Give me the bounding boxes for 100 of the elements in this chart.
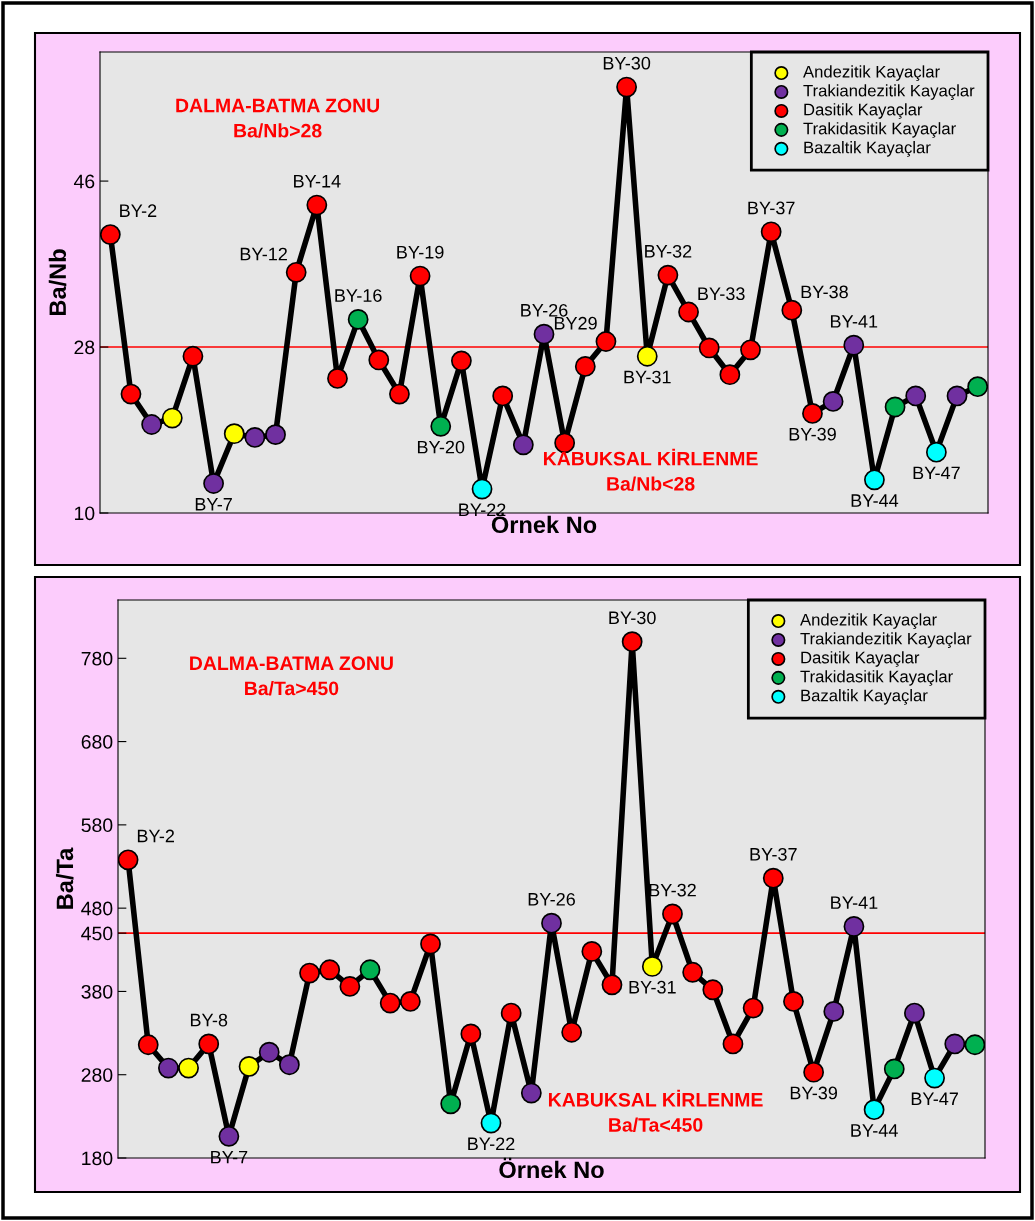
point [492,385,514,407]
point [440,1093,462,1115]
point [100,224,121,245]
point [409,265,431,287]
y-tick-label: 450 [81,926,113,941]
point [702,979,724,1001]
point [258,1041,280,1063]
point [265,424,286,446]
point [368,349,390,371]
point [299,962,320,984]
data-label: BY-31 [629,980,676,994]
point [561,1021,583,1043]
point [722,1033,744,1055]
data-label: BY-30 [609,611,656,625]
legend-label: Trakiandezitik Kayaçlar [800,632,972,648]
data-label: BY-33 [698,287,745,301]
y-axis-title: Ba/Ta [55,847,74,909]
data-label: BY-47 [913,466,960,480]
point [379,992,401,1014]
point [327,367,348,389]
legend-label: Trakidasitik Kayaçlar [803,122,956,138]
point [118,849,139,871]
point [178,1057,199,1079]
point [925,441,947,463]
point [574,355,596,377]
point [657,264,679,286]
legend-label: Andezitik Kayaçlar [803,65,940,81]
data-label: BY-14 [294,174,341,188]
point [742,997,764,1019]
annotation: KABUKSAL KİRLENME Ba/Ta<450 [548,1089,763,1133]
point [616,76,638,98]
point [636,345,658,367]
y-tick-label: 280 [81,1068,113,1082]
point [450,350,472,372]
data-label: BY-32 [649,883,696,897]
point [339,976,361,997]
point [512,434,534,456]
data-label: BY-16 [335,289,382,302]
point [740,339,761,361]
point [359,959,381,981]
point [161,407,183,429]
point [781,299,803,321]
point [967,376,988,398]
point [389,383,410,405]
point [964,1034,985,1056]
legend-label: Dasitik Kayaçlar [804,103,923,119]
y-tick-label: 46 [73,174,95,189]
point [678,301,699,323]
point [157,1057,179,1079]
point [120,383,142,405]
legend-label: Bazaltik Kayaçlar [801,689,928,705]
annotation: KABUKSAL KİRLENME Ba/Nb<28 [544,448,758,491]
y-tick-label: 580 [81,818,113,833]
point [803,1061,825,1083]
point [762,867,784,889]
point [719,364,741,386]
point [218,1125,240,1147]
y-tick-label: 380 [81,984,113,999]
point [399,991,421,1012]
point [883,1058,905,1080]
data-label: BY-44 [851,494,899,507]
point [182,345,204,367]
legend-label: Andezitik Kayaçlar [800,613,937,629]
point [203,473,224,494]
legend-label: Dasitik Kayaçlar [801,651,920,667]
data-label: BY-26 [528,892,575,906]
point [319,959,341,981]
point [760,221,782,243]
point [500,1002,522,1024]
data-label: BY-7 [195,498,232,511]
point [698,337,720,359]
point [641,956,663,977]
data-label: BY-47 [911,1092,958,1106]
point [520,1082,542,1104]
y-tick-label: 480 [81,901,113,916]
point [905,385,927,407]
point [944,1033,966,1055]
data-label: BY-37 [750,847,797,861]
data-label: BY-41 [830,315,878,328]
point [595,331,617,352]
data-label: BY29 [554,316,597,330]
y-tick-label: 10 [75,506,95,521]
point [823,1001,845,1022]
point [783,991,804,1012]
data-label: BY-32 [645,244,692,258]
data-label: BY-20 [417,440,465,454]
point [430,415,452,437]
data-label: BY-2 [137,829,174,843]
data-label: BY-44 [851,1124,898,1137]
legend-label: Bazaltik Kayaçlar [804,141,931,157]
data-label: BY-39 [789,427,836,441]
point [285,261,307,283]
point [198,1033,220,1055]
data-label: BY-8 [190,1013,228,1027]
point [581,941,603,962]
data-label: BY-22 [468,1137,515,1150]
point [621,631,643,653]
point [924,1067,946,1089]
y-axis-title: Ba/Nb [48,249,67,316]
point [682,961,704,983]
